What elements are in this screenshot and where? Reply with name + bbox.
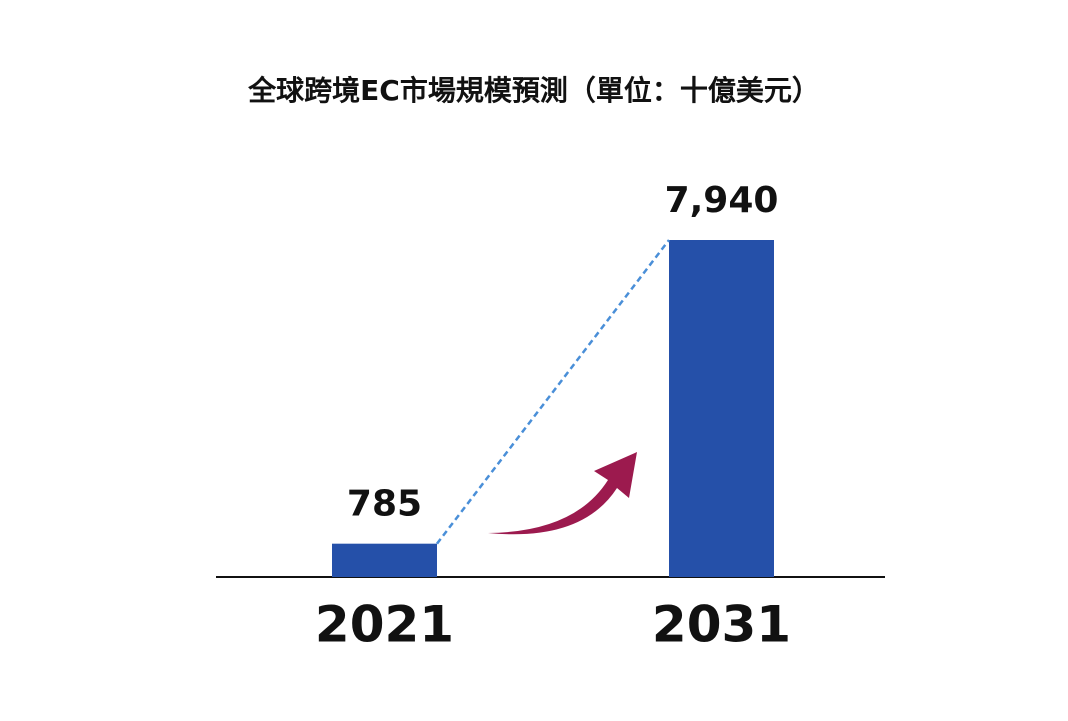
bar	[669, 240, 774, 577]
growth-arrow	[488, 452, 637, 535]
trend-line	[436, 239, 670, 545]
bar	[332, 543, 437, 577]
value-label: 7,940	[665, 180, 779, 221]
chart-title: 全球跨境EC市場規模預測（單位：十億美元）	[247, 74, 820, 107]
x-tick-label: 2031	[652, 596, 791, 654]
value-label: 785	[347, 484, 422, 525]
x-tick-label: 2021	[315, 596, 454, 654]
